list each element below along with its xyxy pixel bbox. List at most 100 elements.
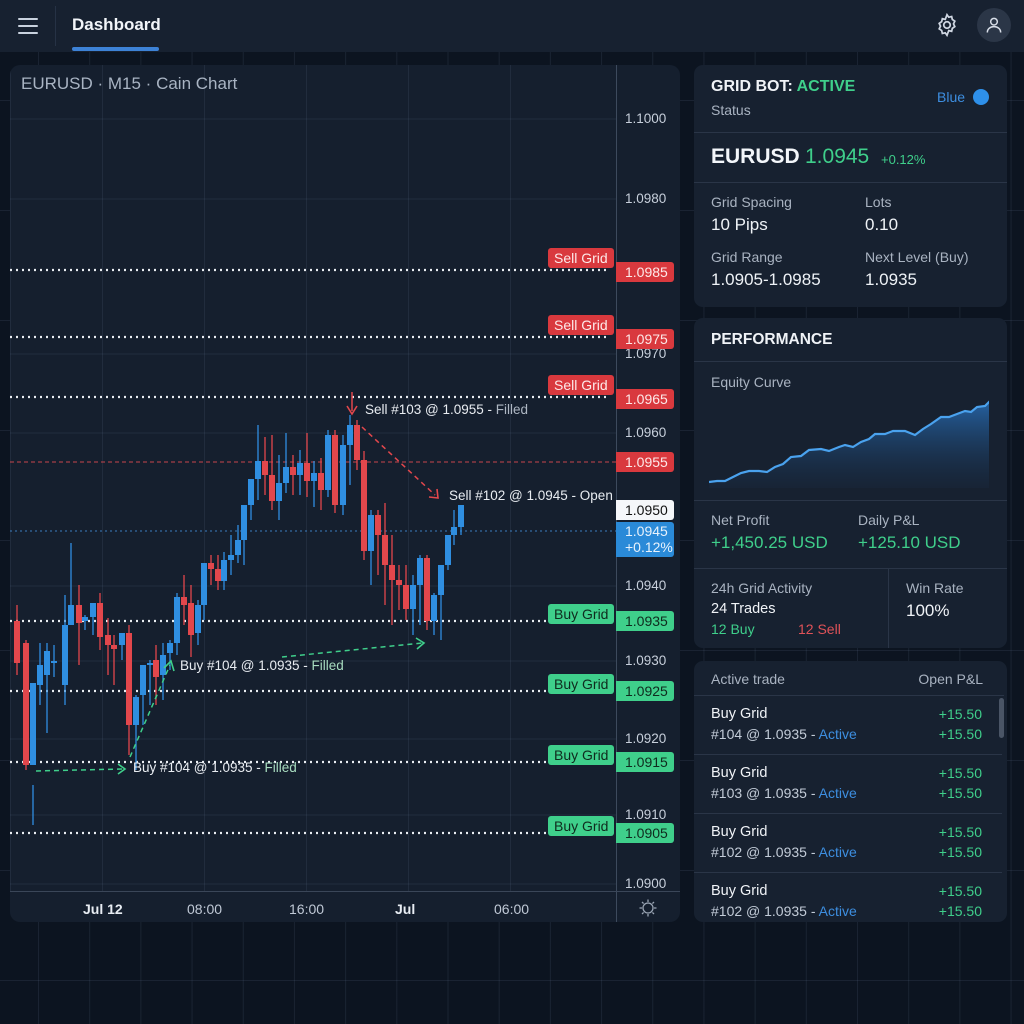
buy-count: 12 Buy: [711, 621, 755, 637]
bot-state-badge: ACTIVE: [796, 78, 856, 95]
sell-grid-tag[interactable]: Sell Grid: [548, 248, 614, 268]
buy-grid-price-tag: 1.0925: [616, 681, 674, 701]
candlestick-chart[interactable]: [10, 65, 680, 922]
divider: [694, 361, 1007, 362]
price-axis-label: 1.0960: [625, 425, 667, 440]
time-axis-label: 08:00: [187, 901, 223, 917]
price-axis-label: 1.0920: [625, 731, 667, 746]
trade-pnl: +15.50: [938, 765, 982, 781]
symbol-name: EURUSD: [711, 145, 800, 168]
status-subtitle: Status: [711, 102, 751, 118]
net-profit-label: Net Profit: [711, 512, 770, 528]
price-axis-divider: [616, 65, 617, 922]
grid-spacing-value: 10 Pips: [711, 215, 768, 234]
trade-detail: #104 @ 1.0935 - Active: [711, 726, 857, 742]
grid-spacing-label: Grid Spacing: [711, 194, 792, 210]
sell-grid-price-tag: 1.0985: [616, 262, 674, 282]
trade-type: Buy Grid: [711, 706, 768, 722]
active-tab-indicator: [72, 47, 159, 51]
trade-detail: #103 @ 1.0935 - Active: [711, 785, 857, 801]
vertical-divider: [888, 568, 889, 648]
divider: [694, 754, 1002, 755]
divider: [694, 695, 1004, 696]
theme-selector[interactable]: Blue: [937, 89, 990, 105]
chart-title: EURUSD · M15 · Cain Chart: [21, 74, 238, 93]
buy-grid-price-tag: 1.0905: [616, 823, 674, 843]
divider: [694, 813, 1002, 814]
buy-grid-price-tag: 1.0935: [616, 611, 674, 631]
theme-color-dot: [973, 89, 990, 105]
time-axis-label: Jul 12: [83, 901, 123, 917]
divider: [694, 132, 1007, 133]
equity-curve-label: Equity Curve: [711, 374, 792, 390]
price-axis-label: 1.0980: [625, 191, 667, 206]
annotation-buy-104-upper: Buy #104 @ 1.0935 - Filled: [180, 658, 344, 673]
time-axis-divider: [10, 891, 680, 892]
price-axis-label: 1.0900: [625, 876, 667, 891]
time-axis-label: 06:00: [494, 901, 530, 917]
sell-grid-price-tag: 1.0965: [616, 389, 674, 409]
sell-fill-price-tag: 1.0955: [616, 452, 674, 472]
trade-type: Buy Grid: [711, 824, 768, 840]
divider: [694, 872, 1002, 873]
sell-grid-tag[interactable]: Sell Grid: [548, 375, 614, 395]
symbol-price: 1.0945: [805, 145, 870, 168]
next-level-label: Next Level (Buy): [865, 249, 969, 265]
user-profile-button[interactable]: [977, 8, 1011, 42]
buy-grid-tag[interactable]: Buy Grid: [548, 745, 615, 765]
lots-label: Lots: [865, 194, 892, 210]
user-icon: [986, 17, 1002, 33]
trade-pnl: +15.50: [938, 726, 982, 742]
sell-count: 12 Sell: [798, 621, 841, 637]
buy-grid-tag[interactable]: Buy Grid: [548, 604, 615, 624]
current-price-value: 1.0945: [625, 523, 668, 539]
divider: [694, 182, 1007, 183]
trade-type: Buy Grid: [711, 765, 768, 781]
buy-grid-tag[interactable]: Buy Grid: [548, 816, 615, 836]
price-axis-label: 1.0970: [625, 346, 667, 361]
buy-grid-tag[interactable]: Buy Grid: [548, 674, 615, 694]
trade-pnl: +15.50: [938, 785, 982, 801]
price-axis-label: 1.0910: [625, 807, 667, 822]
trades-scrollbar[interactable]: [999, 698, 1004, 738]
theme-label: Blue: [937, 89, 966, 105]
divider: [694, 500, 1007, 501]
grid-activity-trades: 24 Trades: [711, 601, 776, 617]
grid-bot-status-card: GRID BOT: ACTIVE Status Blue EURUSD 1.09…: [694, 65, 1007, 307]
bot-status-label: GRID BOT: ACTIVE: [711, 78, 856, 95]
current-price-change: +0.12%: [625, 539, 673, 555]
win-rate-label: Win Rate: [906, 580, 964, 596]
trade-row[interactable]: Buy Grid #102 @ 1.0935 - Active +15.50 +…: [694, 814, 1002, 873]
annotation-sell-103: Sell #103 @ 1.0955 - Filled: [365, 402, 529, 417]
sell-grid-tag[interactable]: Sell Grid: [548, 315, 614, 335]
trade-detail: #102 @ 1.0935 - Active: [711, 903, 857, 919]
trade-row[interactable]: Buy Grid #103 @ 1.0935 - Active +15.50 +…: [694, 755, 1002, 814]
performance-title: PERFORMANCE: [711, 331, 833, 348]
symbol-change: +0.12%: [881, 152, 926, 167]
sell-grid-price-tag: 1.0975: [616, 329, 674, 349]
performance-card: PERFORMANCE Equity Curve Net Profit +1,4…: [694, 318, 1007, 648]
gear-icon[interactable]: [934, 12, 960, 38]
grid-range-value: 1.0905-1.0985: [711, 270, 821, 289]
tab-dashboard[interactable]: Dashboard: [72, 15, 161, 34]
grid-range-label: Grid Range: [711, 249, 783, 265]
trade-row[interactable]: Buy Grid #102 @ 1.0935 - Active +15.50 +…: [694, 873, 1002, 922]
trade-detail: #102 @ 1.0935 - Active: [711, 844, 857, 860]
net-profit-value: +1,450.25 USD: [711, 533, 828, 552]
open-pnl-header: Open P&L: [918, 671, 983, 687]
time-axis-label: Jul: [395, 901, 416, 917]
lots-value: 0.10: [865, 215, 899, 234]
time-axis-label: 16:00: [289, 901, 325, 917]
price-chart-panel[interactable]: EURUSD · M15 · Cain Chart 1.1000 1.0980 1.…: [10, 65, 680, 922]
active-trades-card: Active trade Open P&L Buy Grid #104 @ 1.…: [694, 661, 1007, 922]
next-level-value: 1.0935: [865, 270, 917, 289]
trade-row[interactable]: Buy Grid #104 @ 1.0935 - Active +15.50 +…: [694, 696, 1002, 755]
price-axis-label: 1.1000: [625, 111, 667, 126]
hamburger-menu-icon[interactable]: [10, 12, 46, 40]
price-axis-label: 1.0930: [625, 653, 667, 668]
annotation-buy-104-lower: Buy #104 @ 1.0935 - Filled: [133, 760, 297, 775]
sun-settings-icon[interactable]: [638, 898, 658, 918]
trade-pnl: +15.50: [938, 883, 982, 899]
buy-grid-price-tag: 1.0915: [616, 752, 674, 772]
current-price-tag: 1.0945 +0.12%: [616, 522, 674, 557]
